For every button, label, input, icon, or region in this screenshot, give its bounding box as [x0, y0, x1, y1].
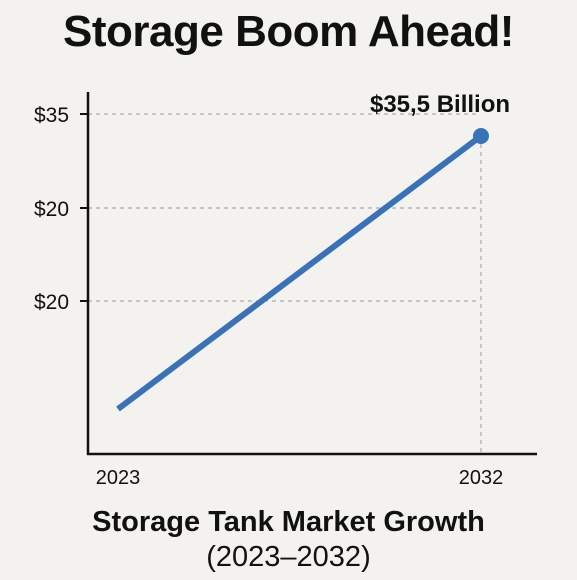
end-point-marker	[473, 128, 489, 144]
y-tick-label: $20	[34, 291, 69, 314]
series-group	[116, 128, 489, 412]
chart-caption-line-1: Storage Tank Market Growth	[92, 506, 485, 538]
x-tick-label: 2032	[459, 467, 504, 489]
x-tick-labels: 2023 2032	[96, 467, 504, 489]
y-tick-label: $20	[34, 198, 69, 221]
y-tick-label: $35	[34, 104, 69, 127]
x-tick-label: 2023	[96, 467, 141, 489]
y-tick-marks	[80, 113, 88, 302]
series-line	[116, 133, 483, 412]
chart-title: Storage Boom Ahead!	[63, 7, 514, 56]
chart-caption-line-2: (2023–2032)	[206, 541, 371, 573]
y-tick-labels: $35 $20 $20	[34, 104, 69, 314]
end-value-annotation: $35,5 Billion	[370, 91, 510, 118]
grid-lines	[88, 113, 482, 454]
